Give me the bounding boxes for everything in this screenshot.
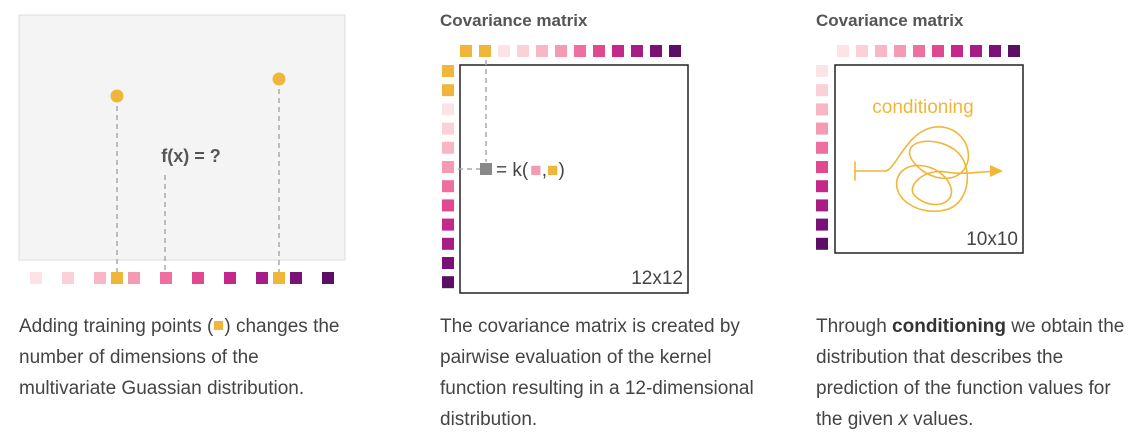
covariance-left-strip [442, 65, 454, 289]
training-dimension-square [273, 272, 285, 284]
training-point-2 [272, 72, 286, 86]
dimension-square [442, 199, 454, 212]
dimension-square [442, 237, 454, 250]
dimension-square [951, 45, 963, 57]
dimension-square [932, 45, 944, 57]
panel-3-title: Covariance matrix [816, 11, 964, 30]
dimension-square [160, 272, 172, 284]
dimension-square [128, 272, 140, 284]
dimension-square [875, 45, 887, 57]
dimension-square [442, 180, 454, 193]
dimension-square [631, 45, 643, 57]
matrix-size-label-10: 10x10 [966, 229, 1018, 250]
training-dimension-square [111, 272, 123, 284]
panel-2-title: Covariance matrix [440, 11, 588, 30]
dimension-square [442, 141, 454, 154]
dimension-square [612, 45, 624, 57]
covariance-matrix-10 [834, 64, 1024, 254]
dimension-square [442, 276, 454, 289]
dimension-square [816, 180, 828, 193]
dimension-square [555, 45, 567, 57]
dimension-square [574, 45, 586, 57]
dimension-square [30, 272, 42, 284]
dimension-square [816, 65, 828, 77]
dimension-square [816, 218, 828, 231]
dimension-square [442, 218, 454, 231]
panel-2: = k(■,■) 12x12 [442, 45, 689, 294]
query-label: f(x) = ? [161, 146, 221, 166]
conditioning-label: conditioning [872, 97, 973, 118]
dimension-square [816, 122, 828, 135]
conditioning-scribble [854, 126, 1003, 213]
panel-1: f(x) = ? [18, 14, 346, 284]
training-point-legend-icon [214, 321, 224, 330]
covariance-top-strip [460, 45, 681, 57]
panel-3-caption: Through conditioning we obtain the distr… [816, 316, 1125, 430]
dimension-square [442, 103, 454, 116]
dimension-square [536, 45, 548, 57]
training-point-1 [110, 89, 124, 103]
training-dimension-square [479, 45, 491, 57]
kernel-label: = k(■,■) [496, 160, 565, 181]
conditioned-top-strip [837, 45, 1020, 57]
dimension-square [816, 199, 828, 212]
training-dimension-square [442, 84, 454, 97]
dimension-square [894, 45, 906, 57]
dimension-square [989, 45, 1001, 57]
dimension-square [669, 45, 681, 57]
dimension-square [816, 84, 828, 97]
conditioned-left-strip [816, 65, 828, 250]
dimension-square [517, 45, 529, 57]
dimension-square [322, 272, 334, 284]
dimension-square [913, 45, 925, 57]
dimension-strip-12 [30, 272, 334, 284]
dimension-square [816, 237, 828, 250]
panel-2-caption: The covariance matrix is created by pair… [440, 316, 754, 430]
dimension-square [256, 272, 268, 284]
dimension-square [94, 272, 106, 284]
dimension-square [192, 272, 204, 284]
dimension-square [442, 257, 454, 269]
training-dimension-square [442, 65, 454, 77]
panel-3: conditioning 10x10 [816, 45, 1024, 254]
dimension-square [650, 45, 662, 57]
dimension-square [856, 45, 868, 57]
dimension-square [224, 272, 236, 284]
dimension-square [1008, 45, 1020, 57]
dimension-square [498, 45, 510, 57]
dimension-square [816, 161, 828, 173]
dimension-square [593, 45, 605, 57]
matrix-size-label-12: 12x12 [631, 268, 683, 289]
dimension-square [816, 103, 828, 116]
function-plot-area [18, 14, 346, 261]
dimension-square [837, 45, 849, 57]
panel-1-caption: Adding training points () changes the nu… [19, 316, 340, 399]
dimension-square [62, 272, 74, 284]
kernel-entry [480, 163, 492, 175]
dimension-square [442, 122, 454, 135]
dimension-square [970, 45, 982, 57]
covariance-matrix-12 [459, 64, 689, 294]
dimension-square [816, 141, 828, 154]
dimension-square [290, 272, 302, 284]
dimension-square [442, 161, 454, 173]
training-dimension-square [460, 45, 472, 57]
